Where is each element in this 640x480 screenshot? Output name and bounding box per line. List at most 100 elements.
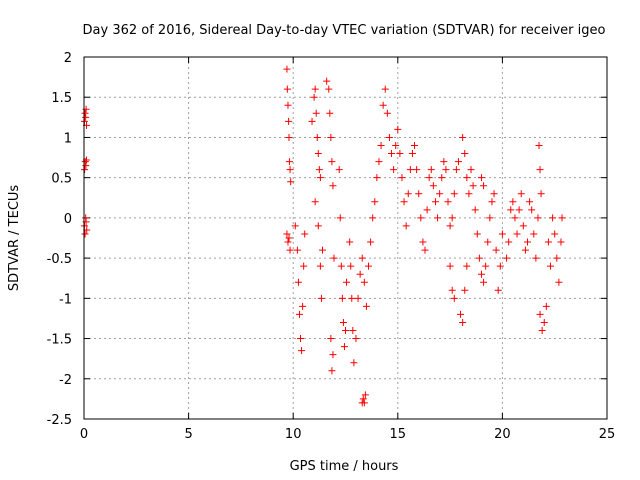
- data-point: [326, 109, 334, 117]
- data-point: [327, 133, 335, 141]
- data-point: [82, 162, 90, 170]
- data-point: [369, 214, 377, 222]
- data-point: [446, 262, 454, 270]
- data-point: [82, 113, 90, 121]
- data-point: [473, 230, 481, 238]
- data-point: [532, 254, 540, 262]
- data-point: [417, 214, 425, 222]
- data-point: [530, 230, 538, 238]
- data-point: [349, 327, 357, 335]
- data-point: [362, 302, 370, 310]
- data-point: [535, 141, 543, 149]
- data-point: [308, 117, 316, 125]
- data-point: [311, 198, 319, 206]
- data-point: [329, 351, 337, 359]
- data-point: [467, 166, 475, 174]
- data-point: [329, 182, 337, 190]
- data-point: [509, 198, 517, 206]
- x-tick-label: 15: [390, 427, 407, 442]
- data-point: [469, 182, 477, 190]
- data-point: [81, 109, 89, 117]
- data-point: [381, 85, 389, 93]
- data-point: [521, 246, 529, 254]
- data-point: [528, 206, 536, 214]
- data-point: [298, 347, 306, 355]
- data-point: [348, 294, 356, 302]
- grid-layer: [84, 57, 607, 419]
- data-point: [285, 117, 293, 125]
- data-point: [459, 133, 467, 141]
- data-point: [360, 399, 368, 407]
- data-point: [347, 262, 355, 270]
- data-point: [434, 214, 442, 222]
- data-point: [540, 318, 548, 326]
- data-point: [461, 286, 469, 294]
- data-point: [371, 198, 379, 206]
- data-point: [446, 222, 454, 230]
- data-point: [383, 109, 391, 117]
- data-point: [551, 230, 559, 238]
- x-tick-label: 5: [184, 427, 192, 442]
- data-point: [505, 238, 513, 246]
- data-point: [367, 238, 375, 246]
- data-point: [335, 166, 343, 174]
- data-point: [283, 85, 291, 93]
- data-point: [311, 85, 319, 93]
- data-point: [538, 327, 546, 335]
- data-point: [448, 214, 456, 222]
- y-tick-label: -1: [59, 292, 72, 307]
- data-point: [488, 198, 496, 206]
- data-point: [285, 234, 293, 242]
- data-point: [471, 206, 479, 214]
- data-point: [558, 214, 566, 222]
- data-point: [427, 166, 435, 174]
- y-tick-label: 2: [64, 51, 72, 66]
- data-point: [81, 230, 89, 238]
- data-point: [448, 286, 456, 294]
- data-point: [442, 166, 450, 174]
- data-point: [375, 158, 383, 166]
- data-point: [325, 85, 333, 93]
- data-point: [81, 158, 89, 166]
- data-point: [317, 294, 325, 302]
- data-point: [459, 318, 467, 326]
- data-point: [318, 246, 326, 254]
- data-point: [429, 182, 437, 190]
- data-point: [542, 302, 550, 310]
- data-point: [480, 278, 488, 286]
- data-point: [315, 166, 323, 174]
- data-point: [482, 262, 490, 270]
- data-point: [297, 335, 305, 343]
- data-point: [465, 190, 473, 198]
- data-point: [480, 182, 488, 190]
- data-point: [286, 246, 294, 254]
- data-point: [358, 254, 366, 262]
- data-point: [286, 166, 294, 174]
- data-point: [519, 222, 527, 230]
- data-point: [498, 230, 506, 238]
- data-point: [352, 335, 360, 343]
- data-point: [457, 310, 465, 318]
- data-point: [517, 190, 525, 198]
- data-point: [310, 93, 318, 101]
- data-point: [477, 174, 485, 182]
- x-tick-label: 20: [494, 427, 511, 442]
- data-point: [408, 150, 416, 158]
- data-point: [350, 359, 358, 367]
- y-axis-label: SDTVAR / TECUs: [7, 185, 22, 292]
- data-point: [438, 174, 446, 182]
- data-point: [450, 294, 458, 302]
- data-point: [425, 174, 433, 182]
- data-point: [388, 150, 396, 158]
- y-tick-label: 0.5: [51, 172, 72, 187]
- data-point: [330, 254, 338, 262]
- data-point: [524, 238, 532, 246]
- data-point: [379, 101, 387, 109]
- data-point: [356, 270, 364, 278]
- data-point: [463, 174, 471, 182]
- data-point: [291, 222, 299, 230]
- y-tick-label: 1: [64, 131, 72, 146]
- data-point: [492, 246, 500, 254]
- data-point: [503, 254, 511, 262]
- data-point: [537, 190, 545, 198]
